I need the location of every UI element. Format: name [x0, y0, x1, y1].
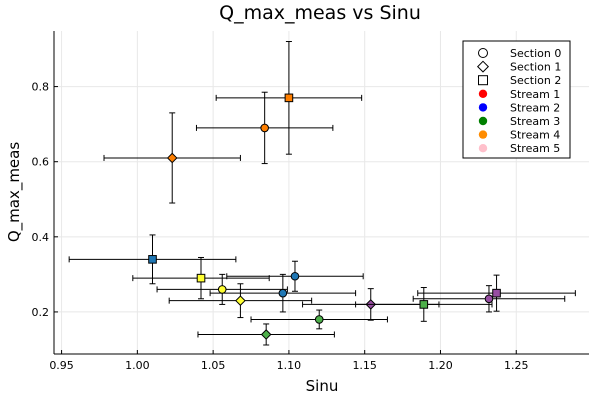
legend-marker: [478, 75, 488, 86]
data-point-group: [156, 273, 288, 305]
chart-title: Q_max_meas vs Sinu: [219, 2, 421, 24]
legend-label: Stream 4: [510, 129, 560, 142]
data-point-group: [412, 285, 566, 313]
data-point-marker: [148, 255, 157, 264]
legend-entry: Section 0: [478, 47, 561, 60]
legend-marker: [478, 103, 488, 112]
ticks: 0.95 1.00 1.05 1.10 1.15 1.20 1.25 0.2 0.4 0.6 0.8: [32, 81, 529, 372]
legend-box: [462, 40, 571, 159]
data-point-group: [103, 112, 241, 204]
legend-entry: Stream 1: [478, 88, 560, 101]
legend-marker: [478, 116, 488, 126]
data-point-group: [215, 41, 363, 155]
y-tick-label: 0.4: [32, 231, 50, 244]
data-point-group: [226, 260, 364, 292]
x-tick-label: 1.20: [428, 359, 453, 372]
data-point-marker: [314, 315, 324, 324]
data-point-group: [209, 273, 357, 313]
data-point-group: [355, 287, 493, 322]
data-point-marker: [260, 123, 269, 133]
data-point-marker: [166, 152, 178, 164]
data-point-marker: [196, 273, 206, 283]
y-tick-label: 0.8: [32, 81, 50, 94]
x-tick-label: 1.10: [277, 359, 302, 372]
data-point-marker: [235, 295, 246, 306]
data-point-marker: [290, 271, 300, 281]
legend-label: Section 2: [510, 74, 561, 87]
data-point-group: [168, 283, 313, 319]
legend-label: Section 0: [510, 47, 561, 60]
legend-label: Section 1: [510, 61, 561, 74]
legend-marker: [476, 60, 490, 73]
data-point-group: [197, 323, 335, 346]
legend-marker: [478, 89, 488, 99]
x-tick-label: 1.05: [201, 359, 226, 372]
legend-entry: Stream 3: [478, 115, 560, 128]
data-points: [68, 41, 576, 346]
legend-marker: [478, 130, 488, 139]
legend-entry: Section 1: [476, 60, 561, 74]
legend-label: Stream 2: [510, 101, 560, 114]
data-point-group: [195, 91, 334, 165]
legend-label: Stream 3: [510, 115, 560, 128]
legend-label: Stream 1: [510, 88, 560, 101]
data-point-marker: [217, 285, 227, 294]
y-axis-label: Q_max_meas: [5, 142, 24, 243]
x-tick-label: 1.15: [352, 359, 377, 372]
x-tick-label: 1.25: [504, 359, 529, 372]
legend-entry: Stream 5: [478, 142, 560, 155]
legend-label: Stream 5: [510, 142, 560, 155]
x-tick-label: 1.00: [125, 359, 150, 372]
y-tick-label: 0.6: [32, 156, 50, 169]
grid: [54, 31, 589, 354]
data-point-group: [68, 234, 237, 285]
legend-marker: [478, 48, 488, 58]
legend-entry: Stream 2: [478, 101, 560, 114]
legend-entry: Stream 4: [478, 129, 560, 142]
x-tick-label: 0.95: [49, 359, 74, 372]
data-point-marker: [260, 329, 272, 340]
data-point-marker: [278, 288, 288, 298]
data-point-group: [132, 256, 270, 300]
data-point-marker: [284, 93, 294, 103]
data-point-group: [250, 309, 388, 330]
data-point-marker: [419, 300, 429, 309]
data-point-marker: [492, 288, 501, 298]
data-point-group: [417, 274, 576, 312]
y-tick-label: 0.2: [32, 306, 50, 319]
axes: [53, 31, 589, 355]
legend-entry: Section 2: [478, 74, 561, 87]
data-point-marker: [484, 294, 494, 304]
legend-marker: [478, 144, 488, 153]
x-axis-label: Sinu: [306, 377, 339, 395]
